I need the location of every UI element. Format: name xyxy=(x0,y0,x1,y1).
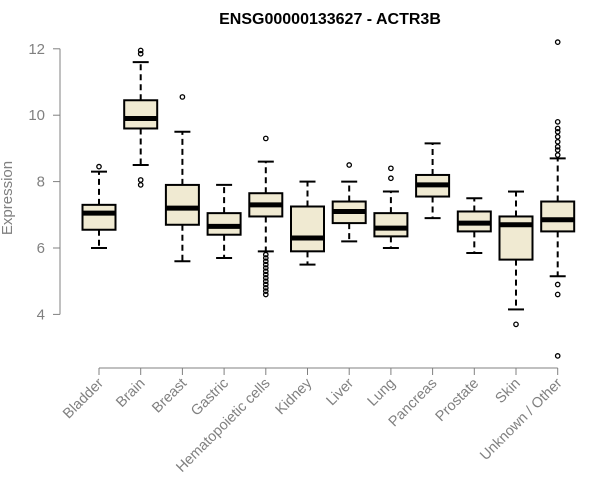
y-tick-label: 12 xyxy=(28,41,45,58)
outlier-point xyxy=(262,271,269,278)
box-kidney xyxy=(290,180,325,266)
outlier-point xyxy=(346,162,353,168)
box-brain xyxy=(123,47,159,188)
outlier-point xyxy=(554,39,561,46)
boxes-group xyxy=(81,39,576,359)
outlier-point xyxy=(262,278,269,285)
x-tick-label: Liver xyxy=(323,375,357,409)
y-tick-label: 8 xyxy=(37,174,45,191)
y-tick-label: 4 xyxy=(37,306,45,323)
iqr-box xyxy=(290,205,325,253)
outlier-point xyxy=(262,258,269,265)
x-tick-label: Prostate xyxy=(433,376,482,425)
outlier-point xyxy=(554,138,561,145)
outlier-point xyxy=(262,275,269,281)
outlier-point xyxy=(554,133,561,140)
outlier-point xyxy=(388,165,394,172)
x-tick-label: Lung xyxy=(365,376,399,410)
outlier-point xyxy=(513,321,519,328)
outlier-point xyxy=(96,163,102,170)
box-bladder xyxy=(81,163,117,249)
box-gastric xyxy=(206,183,242,259)
y-axis: 4 6 8 10 12 xyxy=(28,41,61,323)
outlier-point xyxy=(554,118,561,125)
box-hematopoietic-cells xyxy=(248,135,284,298)
iqr-box xyxy=(123,99,159,130)
outlier-point xyxy=(262,261,269,268)
outlier-point xyxy=(262,268,269,275)
box-unknown-other xyxy=(540,39,576,359)
outlier-point xyxy=(554,281,561,288)
outlier-point xyxy=(554,147,561,153)
x-tick-label: Breast xyxy=(149,376,190,417)
outlier-point xyxy=(137,50,144,57)
outlier-point xyxy=(554,125,561,132)
outlier-point xyxy=(262,255,269,261)
outlier-point xyxy=(262,265,269,271)
x-tick-label: Kidney xyxy=(273,375,316,418)
box-pancreas xyxy=(415,142,451,220)
box-liver xyxy=(331,162,367,243)
outlier-point xyxy=(554,353,561,359)
y-tick-label: 10 xyxy=(28,107,45,124)
box-lung xyxy=(373,165,409,249)
iqr-box xyxy=(81,203,117,231)
outlier-point xyxy=(179,94,186,100)
iqr-box xyxy=(540,200,576,233)
x-tick-label: Skin xyxy=(493,376,524,407)
box-breast xyxy=(164,94,200,263)
y-axis-label: Expression xyxy=(0,161,16,235)
outlier-point xyxy=(262,288,269,295)
chart-title: ENSG00000133627 - ACTR3B xyxy=(219,11,441,28)
y-tick-label: 6 xyxy=(37,240,45,257)
outlier-point xyxy=(388,175,394,182)
outlier-point xyxy=(554,291,561,298)
outlier-point xyxy=(262,291,269,298)
outlier-point xyxy=(262,281,269,288)
iqr-box xyxy=(164,183,200,226)
outlier-point xyxy=(262,135,269,142)
outlier-point xyxy=(137,177,144,183)
box-skin xyxy=(498,190,534,328)
outlier-point xyxy=(137,182,144,188)
box-prostate xyxy=(456,197,492,254)
outlier-point xyxy=(554,128,561,135)
outlier-point xyxy=(554,152,561,158)
outlier-point xyxy=(262,251,269,258)
x-tick-label: Bladder xyxy=(60,375,107,422)
x-tick-label: Brain xyxy=(113,376,148,411)
outlier-point xyxy=(262,284,269,291)
iqr-box xyxy=(373,212,409,238)
outlier-point xyxy=(137,47,144,54)
